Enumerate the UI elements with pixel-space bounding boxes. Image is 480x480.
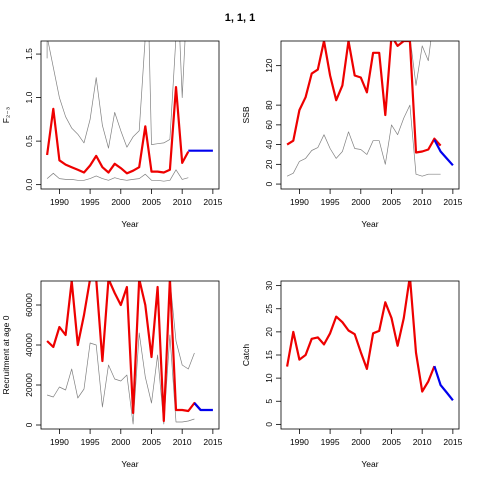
y-tick-label: 0 <box>24 422 34 427</box>
plot-frame <box>40 40 220 190</box>
y-axis-label: Catch <box>241 344 251 366</box>
panel-1-series <box>46 41 213 182</box>
panel-3: 1990 1995 2000 2005 2010 2015 0 20000 40000 60000… <box>1 280 223 469</box>
plot-frame <box>40 280 220 430</box>
x-tick-label: 1995 <box>81 437 100 447</box>
x-axis-label: Year <box>361 219 378 229</box>
y-tick-label: 60 <box>264 120 274 130</box>
panel-2-series <box>286 41 454 177</box>
y-tick-label: 40000 <box>24 333 34 357</box>
y-tick-label: 80 <box>264 100 274 110</box>
y-tick-label: 5 <box>264 399 274 404</box>
series-history-line <box>46 85 190 175</box>
y-tick-label: 0.0 <box>24 178 34 190</box>
x-tick-label: 2000 <box>111 437 130 447</box>
x-tick-label: 1995 <box>321 437 340 447</box>
x-tick-label: 2010 <box>413 437 432 447</box>
x-tick-label: 1990 <box>290 437 309 447</box>
series-history-line <box>286 281 436 393</box>
x-tick-label: 2010 <box>173 437 192 447</box>
x-tick-label: 2015 <box>443 437 462 447</box>
y-tick-label: 25 <box>264 304 274 314</box>
x-tick-label: 2015 <box>443 197 462 207</box>
x-tick-label: 1995 <box>321 197 340 207</box>
x-tick-label: 2010 <box>413 197 432 207</box>
x-tick-label: 2005 <box>142 437 161 447</box>
x-tick-label: 2000 <box>351 437 370 447</box>
y-tick-label: 30 <box>264 281 274 291</box>
series-projection-line <box>433 365 454 401</box>
x-tick-label: 2005 <box>382 437 401 447</box>
y-tick-label: 60000 <box>24 293 34 317</box>
y-axis-label: Recruitment at age 0 <box>1 315 11 394</box>
y-tick-label: 20000 <box>24 373 34 397</box>
y-tick-label: 1.0 <box>24 91 34 103</box>
x-tick-label: 2000 <box>351 197 370 207</box>
y-tick-label: 20 <box>264 327 274 337</box>
x-tick-label: 2010 <box>173 197 192 207</box>
y-tick-label: 1.5 <box>24 48 34 60</box>
series-lower-line <box>46 332 195 425</box>
series-lower-line <box>46 169 189 182</box>
x-tick-label: 2000 <box>111 197 130 207</box>
y-tick-label: 10 <box>264 373 274 383</box>
series-history-line <box>286 41 442 154</box>
y-tick-label: 40 <box>264 140 274 150</box>
y-tick-label: 0 <box>264 181 274 186</box>
series-history-line <box>46 281 202 423</box>
x-tick-label: 1995 <box>81 197 100 207</box>
y-tick-label: 15 <box>264 350 274 360</box>
figure-title: 1, 1, 1 <box>225 12 256 24</box>
panel-3-series <box>46 281 213 425</box>
series-lower-line <box>286 104 441 177</box>
series-upper-line <box>46 41 186 149</box>
x-tick-label: 2005 <box>382 197 401 207</box>
y-axis-label: F₂₋₃ <box>1 107 11 123</box>
series-projection-line <box>193 402 213 412</box>
x-axis-label: Year <box>121 219 138 229</box>
panel-1: 1990 1995 2000 2005 2010 2015 0.0 0.5 1.0 1.5 Year… <box>1 40 223 229</box>
x-tick-label: 2015 <box>203 437 222 447</box>
x-tick-label: 2005 <box>142 197 161 207</box>
series-projection-line <box>433 139 454 167</box>
y-tick-label: 0.5 <box>24 135 34 147</box>
panel-4-series <box>286 281 454 401</box>
x-tick-label: 1990 <box>50 197 69 207</box>
y-tick-label: 120 <box>264 58 274 72</box>
x-tick-label: 1990 <box>50 437 69 447</box>
panel-2: 1990 1995 2000 2005 2010 2015 0 20 40 60 80 120 Year… <box>241 40 463 229</box>
panels: 1990 1995 2000 2005 2010 20150.00.51.01.5Year… <box>1 40 463 469</box>
x-axis-label: Year <box>121 459 138 469</box>
x-tick-label: 2015 <box>203 197 222 207</box>
x-tick-label: 1990 <box>290 197 309 207</box>
y-tick-label: 20 <box>264 159 274 169</box>
plot-frame <box>280 40 460 190</box>
panel-4: 1990 1995 2000 2005 2010 2015 0 5 10 15 20 25 30 Year… <box>241 280 463 469</box>
y-axis-label: SSB <box>241 106 251 123</box>
y-tick-label: 0 <box>264 422 274 427</box>
x-axis-label: Year <box>361 459 378 469</box>
